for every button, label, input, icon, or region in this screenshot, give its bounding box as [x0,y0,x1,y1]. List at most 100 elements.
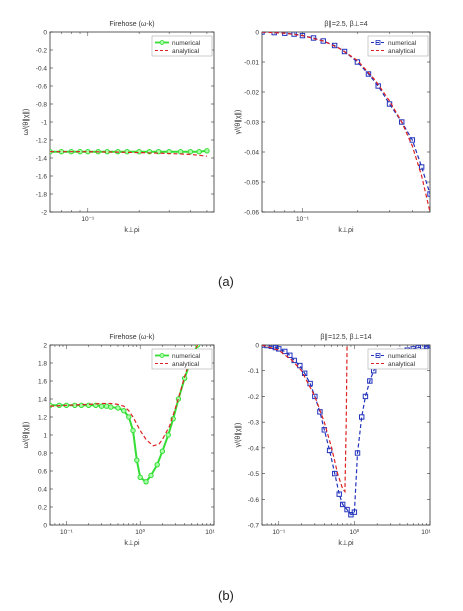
legend-label: numerical [388,40,417,47]
series-line-numerical [262,345,430,516]
legend-marker [375,353,381,358]
data-point [336,491,342,497]
legend-marker [159,353,165,358]
data-point [165,432,171,438]
data-point [341,48,348,55]
legend-label: numerical [172,353,201,360]
chart-b1: Firehose (ω-k) 0 0.2 0.4 0.6 0.8 1 1.2 1.4 1.6 1.8… [22,334,216,547]
y-tick-label: 0 [43,30,47,37]
y-tick-label: 1 [43,433,47,440]
data-point [362,393,369,400]
data-point [427,191,430,197]
caption-a: (a) [218,274,234,289]
data-point [177,149,184,155]
y-tick-label: 0.2 [38,505,47,512]
y-tick-label: 0 [255,30,259,37]
data-point [196,149,202,155]
y-tick-label: -0.01 [244,60,259,67]
data-point [297,362,303,369]
data-point [136,149,142,155]
series-line-analytical [50,345,199,447]
legend-label: numerical [172,40,201,47]
plot-frame [49,344,215,526]
x-tick-label: 10⁻¹ [272,529,286,536]
y-tick-label: -0.04 [244,150,259,157]
y-axis-label: γ/(θ∥χ∥) [234,423,242,448]
data-point [351,509,358,515]
data-point [423,345,430,349]
legend-label: analytical [172,48,200,55]
y-tick-label: 1.4 [38,397,47,404]
data-point [332,470,338,477]
x-tick-label: 10¹ [205,529,215,536]
x-tick-label: 10¹ [421,529,431,536]
y-tick-label: -1.2 [36,138,48,145]
x-tick-label: 10⁻¹ [60,529,74,536]
x-axis-label: k⊥ρi [124,540,140,547]
legend-label: analytical [388,361,416,368]
data-point [137,474,143,480]
y-tick-label: -1.8 [36,192,48,199]
data-point [427,345,430,349]
data-point [399,119,405,125]
chart-a1: Firehose (ω-k) 0 -0.2 -0.4 -0.6 -0.8 -1 -1.2 -1.… [22,21,215,234]
data-point [143,479,149,485]
data-point [187,149,194,155]
x-tick-label: 10⁰ [135,528,145,536]
y-axis-label: ω/(θ∥χ∥) [22,422,30,449]
y-tick-label: -0.5 [248,471,260,478]
y-tick-label: -0.4 [36,66,48,73]
data-point [365,71,372,77]
data-point [339,501,346,508]
chart-a2: β∥=2.5, β⊥=4 0 -0.01 -0.02 -0.03 -0.04 -0.05 -0… [234,20,431,234]
data-point [287,352,293,358]
data-point [307,380,313,387]
y-tick-label: -0.2 [248,394,260,401]
y-tick-label: -0.4 [248,445,260,452]
data-point [130,427,136,434]
data-point [418,164,425,170]
data-point [367,378,373,384]
y-tick-label: -1 [41,120,47,127]
legend-label: analytical [172,361,200,368]
y-tick-label: -0.03 [244,120,259,127]
data-point [154,462,160,468]
data-point [354,450,361,456]
y-tick-label: 1.8 [38,361,47,368]
data-point [121,408,127,414]
chart-title: β∥=12.5, β⊥=14 [320,333,371,341]
plot-frame [261,31,431,213]
chart-title: Firehose (ω-k) [109,334,154,341]
data-point [103,403,110,409]
data-point [204,148,210,154]
plot-frame [49,31,215,213]
y-tick-label: 0 [43,523,47,530]
y-tick-label: -0.1 [248,368,260,375]
y-axis-label: ω/(θ∥χ∥) [22,109,30,136]
data-point [126,414,132,420]
series-line-numerical [262,32,430,195]
y-tick-label: -0.3 [248,420,260,427]
legend-marker [159,40,165,45]
data-point [148,472,154,479]
x-tick-label: 10⁻¹ [81,216,95,223]
x-axis-label: k⊥ρi [124,227,140,234]
x-tick-label: 10⁰ [349,528,359,536]
y-tick-label: -0.2 [36,48,48,55]
plot-area [50,148,210,157]
x-tick-label: 10⁻¹ [296,216,310,223]
legend-marker [375,40,381,45]
y-tick-label: -0.8 [36,102,48,109]
data-point [50,402,53,408]
series-line-analytical [50,151,208,157]
y-tick-label: 0.4 [38,487,47,494]
chart-title: β∥=2.5, β⊥=4 [324,20,367,28]
y-tick-label: 0.8 [38,451,47,458]
data-point [115,405,121,411]
y-tick-label: -2 [41,210,47,217]
